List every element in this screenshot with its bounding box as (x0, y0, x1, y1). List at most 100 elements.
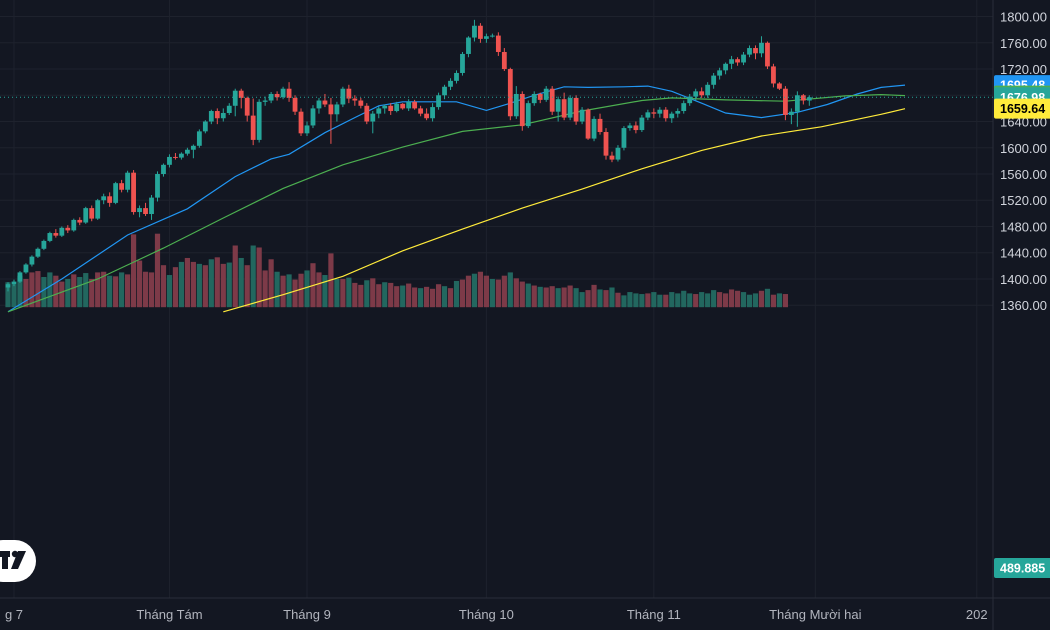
volume-bar (382, 282, 388, 308)
volume-bar (190, 261, 196, 308)
candle-body (484, 36, 489, 39)
volume-bar (346, 277, 352, 308)
volume-bar (501, 275, 507, 308)
volume-bar (435, 284, 442, 308)
candle-body (310, 108, 316, 126)
candle-body (543, 88, 549, 100)
tradingview-logo[interactable] (0, 540, 36, 582)
candle-body (460, 53, 465, 73)
volume-bar (627, 292, 633, 308)
candle-body (448, 80, 453, 87)
volume-bar (83, 273, 89, 308)
candle-body (208, 111, 214, 122)
time-tick-label: g 7 (5, 607, 23, 622)
price-tick-label: 1400.00 (1000, 272, 1047, 287)
volume-bar (681, 290, 687, 308)
candle-body (687, 96, 693, 104)
candle-body (788, 111, 794, 115)
volume-bar (394, 286, 400, 308)
candle-body (143, 208, 148, 215)
price-tick-label: 1480.00 (1000, 219, 1047, 234)
candle-body (615, 147, 621, 160)
volume-bar (507, 272, 513, 308)
candle-body (89, 208, 95, 219)
volume-bar (59, 281, 65, 308)
price-axis[interactable]: 1800.001760.001720.001680.001640.001600.… (1000, 10, 1047, 314)
volume-bar (17, 275, 23, 308)
price-tick-label: 1720.00 (1000, 62, 1047, 77)
candle-body (334, 104, 340, 115)
volume-label-text: 489.885 (1000, 562, 1045, 576)
candle-body (657, 109, 663, 114)
candle-body (185, 149, 190, 154)
volume-bar (340, 278, 346, 308)
volume-bar (154, 233, 161, 308)
volume-bar (316, 272, 322, 308)
candle-body (328, 104, 334, 115)
time-axis[interactable]: g 7 Tháng Tám Tháng 9 Tháng 10 Tháng 11 Tháng… (5, 607, 988, 622)
candle-body (442, 86, 447, 96)
volume-bar (591, 284, 597, 308)
volume-bar (406, 283, 412, 308)
volume-bar (453, 280, 460, 308)
volume-bar (633, 293, 639, 308)
candle-body (71, 219, 77, 231)
volume-bar (220, 263, 226, 308)
candle-body (101, 196, 107, 201)
candle-body (65, 227, 71, 231)
candle-body (412, 101, 418, 109)
candle-body (711, 75, 717, 85)
volume-bar (693, 294, 699, 308)
volume-bar (244, 265, 250, 308)
candle-body (161, 164, 166, 174)
candle-body (149, 197, 154, 215)
volume-bar (669, 292, 675, 308)
volume-bar (567, 285, 573, 308)
candle-body (609, 155, 615, 160)
candle-body (513, 93, 519, 117)
candle-body (705, 84, 711, 96)
candle-body (125, 172, 130, 190)
candle-body (47, 233, 53, 241)
time-tick-label: 202 (966, 607, 988, 622)
candle-body (567, 97, 573, 118)
price-tick-label: 1600.00 (1000, 141, 1047, 156)
candle-body (699, 91, 705, 96)
volume-bar (657, 294, 663, 308)
volume-bar (370, 278, 376, 308)
volume-bar (615, 292, 621, 308)
candle-body (729, 59, 734, 64)
volume-bar (525, 283, 531, 308)
volume-bar (543, 287, 549, 308)
time-tick-label: Tháng 10 (459, 607, 514, 622)
volume-bar (621, 295, 627, 308)
time-tick-label: Tháng Tám (136, 607, 202, 622)
candle-body (454, 72, 459, 81)
candle-body (196, 131, 202, 146)
price-label-text: 1659.64 (1000, 102, 1045, 116)
volume-bar (651, 292, 657, 308)
volume-bar (752, 293, 759, 308)
candle-body (167, 156, 172, 165)
candle-body (406, 101, 412, 109)
candle-body (179, 153, 184, 158)
candle-body (573, 97, 579, 122)
price-tick-label: 1360.00 (1000, 298, 1047, 313)
candle-body (681, 103, 687, 112)
volume-bar (388, 282, 394, 308)
candle-body (693, 91, 699, 97)
candle-body (472, 25, 477, 38)
tradingview-logo-icon (0, 550, 26, 569)
candle-body (388, 105, 394, 112)
candle-body (478, 25, 483, 39)
candle-body (747, 48, 752, 55)
candle-body (777, 83, 782, 89)
volume-label-box (994, 558, 1050, 578)
candle-body (214, 111, 220, 119)
time-tick-label: Tháng 9 (283, 607, 331, 622)
volume-bar (292, 279, 298, 308)
volume-bar (465, 275, 472, 308)
volume-bar (95, 272, 101, 308)
